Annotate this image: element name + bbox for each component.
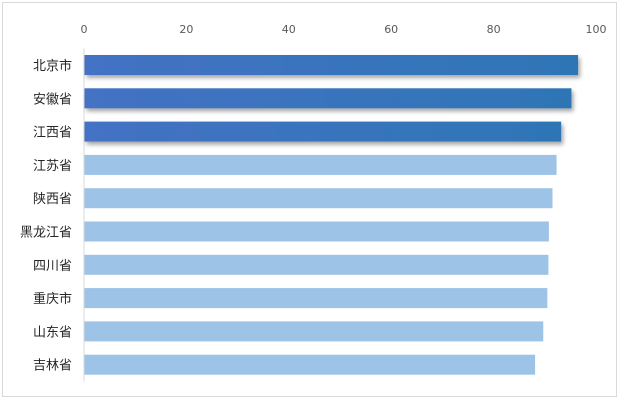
bar-1	[84, 88, 572, 109]
x-axis-ticks: 0 20 40 60 80 100	[81, 23, 607, 36]
bars	[84, 55, 579, 375]
x-tick-label: 40	[282, 23, 296, 36]
category-label: 江西省	[33, 126, 72, 141]
category-label: 四川省	[33, 259, 72, 274]
category-label: 山东省	[33, 325, 72, 340]
x-tick-label: 60	[384, 23, 398, 36]
bar-9	[84, 354, 536, 375]
bar-4	[84, 188, 553, 209]
category-label: 黑龙江省	[20, 226, 72, 241]
category-label: 江苏省	[33, 158, 72, 174]
x-tick-label: 20	[179, 23, 193, 36]
category-label: 安徽省	[33, 92, 72, 107]
bar-2	[84, 121, 562, 142]
bar-7	[84, 288, 548, 309]
category-label: 北京市	[33, 58, 72, 74]
bar-8	[84, 321, 544, 342]
category-label: 吉林省	[33, 359, 72, 374]
category-label: 重庆市	[33, 291, 72, 307]
bar-5	[84, 221, 549, 242]
x-tick-label: 100	[586, 23, 607, 36]
x-tick-label: 0	[81, 23, 88, 36]
category-label: 陕西省	[33, 192, 72, 207]
bar-3	[84, 154, 557, 175]
bar-0	[84, 55, 579, 75]
bar-6	[84, 254, 549, 275]
x-tick-label: 80	[487, 23, 501, 36]
